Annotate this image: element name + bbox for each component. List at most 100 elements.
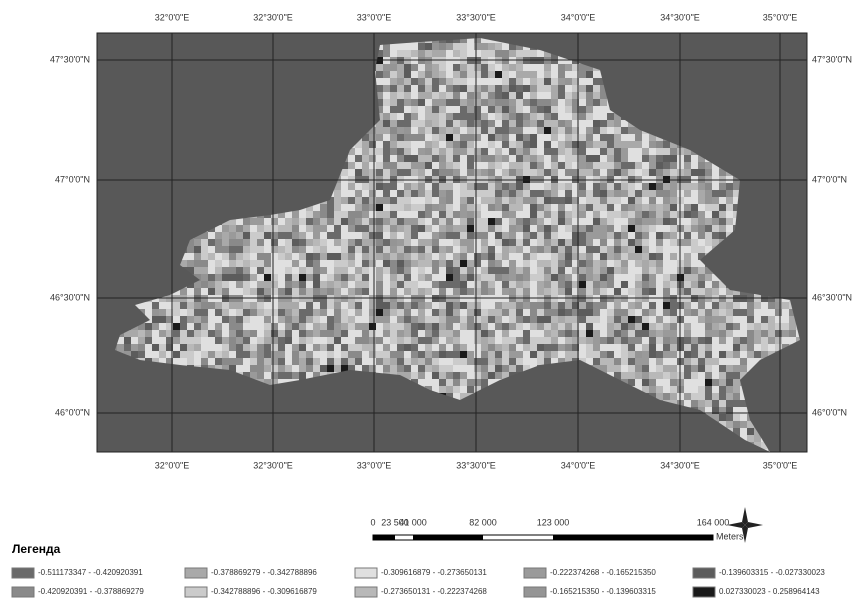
raster-cell [404,267,411,274]
raster-cell [488,281,495,288]
raster-cell [453,127,460,134]
raster-cell [425,92,432,99]
raster-cell [579,169,586,176]
raster-cell [537,302,544,309]
raster-cell [285,358,292,365]
raster-cell [600,204,607,211]
raster-cell [502,239,509,246]
raster-cell [383,274,390,281]
raster-cell [467,274,474,281]
raster-cell [390,260,397,267]
raster-cell [656,204,663,211]
raster-cell [705,372,712,379]
raster-cell [600,99,607,106]
raster-cell [684,197,691,204]
raster-cell [530,134,537,141]
raster-cell [467,267,474,274]
raster-cell [649,197,656,204]
raster-cell [684,274,691,281]
raster-cell [579,85,586,92]
raster-cell [698,162,705,169]
raster-cell [460,246,467,253]
raster-cell [523,267,530,274]
raster-cell [544,344,551,351]
raster-cell [481,358,488,365]
raster-cell [474,197,481,204]
raster-cell [236,344,243,351]
raster-cell [719,211,726,218]
raster-cell [656,337,663,344]
raster-cell [362,365,369,372]
raster-cell [684,323,691,330]
raster-cell [152,351,159,358]
raster-cell [733,204,740,211]
raster-cell [446,211,453,218]
raster-cell [495,232,502,239]
raster-cell [537,337,544,344]
raster-cell [537,260,544,267]
raster-cell [264,351,271,358]
raster-cell [593,190,600,197]
raster-cell [327,281,334,288]
raster-cell [432,64,439,71]
raster-cell [691,365,698,372]
raster-cell [453,323,460,330]
raster-cell [649,246,656,253]
raster-cell [579,64,586,71]
raster-cell [579,113,586,120]
raster-cell [670,232,677,239]
raster-cell [432,197,439,204]
raster-cell [488,267,495,274]
raster-cell [411,253,418,260]
raster-cell [334,309,341,316]
raster-cell [698,281,705,288]
raster-cell [222,351,229,358]
raster-cell [432,169,439,176]
raster-cell [453,99,460,106]
raster-cell [187,309,194,316]
raster-cell [600,351,607,358]
raster-cell [586,344,593,351]
raster-cell [523,365,530,372]
raster-cell [607,302,614,309]
raster-cell [502,113,509,120]
raster-cell [222,253,229,260]
raster-cell [145,309,152,316]
raster-cell [404,71,411,78]
raster-cell [509,148,516,155]
raster-cell [194,274,201,281]
raster-cell [383,365,390,372]
raster-cell [439,211,446,218]
raster-cell [551,64,558,71]
raster-cell [586,106,593,113]
raster-cell [376,204,383,211]
raster-cell [306,274,313,281]
raster-cell [684,162,691,169]
raster-cell [334,267,341,274]
raster-cell [628,302,635,309]
raster-cell [621,344,628,351]
raster-cell [761,351,768,358]
raster-cell [719,183,726,190]
raster-cell [572,253,579,260]
raster-cell [243,365,250,372]
raster-cell [215,232,222,239]
raster-cell [600,225,607,232]
raster-cell [537,316,544,323]
raster-cell [537,64,544,71]
raster-cell [152,316,159,323]
raster-cell [369,155,376,162]
raster-cell [607,218,614,225]
raster-cell [684,155,691,162]
raster-cell [362,169,369,176]
raster-cell [593,253,600,260]
raster-cell [271,365,278,372]
raster-cell [215,267,222,274]
raster-cell [509,120,516,127]
raster-cell [614,155,621,162]
raster-cell [649,232,656,239]
raster-cell [187,253,194,260]
raster-cell [579,78,586,85]
raster-cell [257,288,264,295]
raster-cell [523,330,530,337]
